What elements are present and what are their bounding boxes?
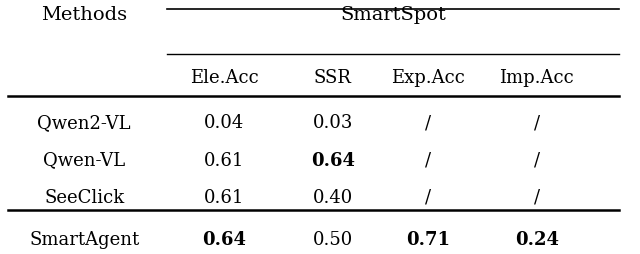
Text: 0.61: 0.61	[204, 152, 244, 169]
Text: /: /	[425, 152, 431, 169]
Text: Imp.Acc: Imp.Acc	[499, 69, 574, 87]
Text: SmartSpot: SmartSpot	[340, 6, 446, 24]
Text: 0.03: 0.03	[312, 114, 353, 132]
Text: 0.40: 0.40	[312, 189, 353, 207]
Text: Qwen2-VL: Qwen2-VL	[38, 114, 131, 132]
Text: SSR: SSR	[314, 69, 352, 87]
Text: SmartAgent: SmartAgent	[29, 231, 140, 249]
Text: SeeClick: SeeClick	[44, 189, 124, 207]
Text: Ele.Acc: Ele.Acc	[190, 69, 259, 87]
Text: 0.71: 0.71	[406, 231, 451, 249]
Text: 0.61: 0.61	[204, 189, 244, 207]
Text: Qwen-VL: Qwen-VL	[43, 152, 125, 169]
Text: /: /	[425, 189, 431, 207]
Text: Methods: Methods	[41, 6, 127, 24]
Text: 0.24: 0.24	[515, 231, 559, 249]
Text: 0.64: 0.64	[311, 152, 355, 169]
Text: /: /	[425, 114, 431, 132]
Text: 0.50: 0.50	[312, 231, 353, 249]
Text: /: /	[534, 114, 540, 132]
Text: 0.64: 0.64	[202, 231, 246, 249]
Text: /: /	[534, 189, 540, 207]
Text: Exp.Acc: Exp.Acc	[392, 69, 465, 87]
Text: 0.04: 0.04	[204, 114, 244, 132]
Text: /: /	[534, 152, 540, 169]
